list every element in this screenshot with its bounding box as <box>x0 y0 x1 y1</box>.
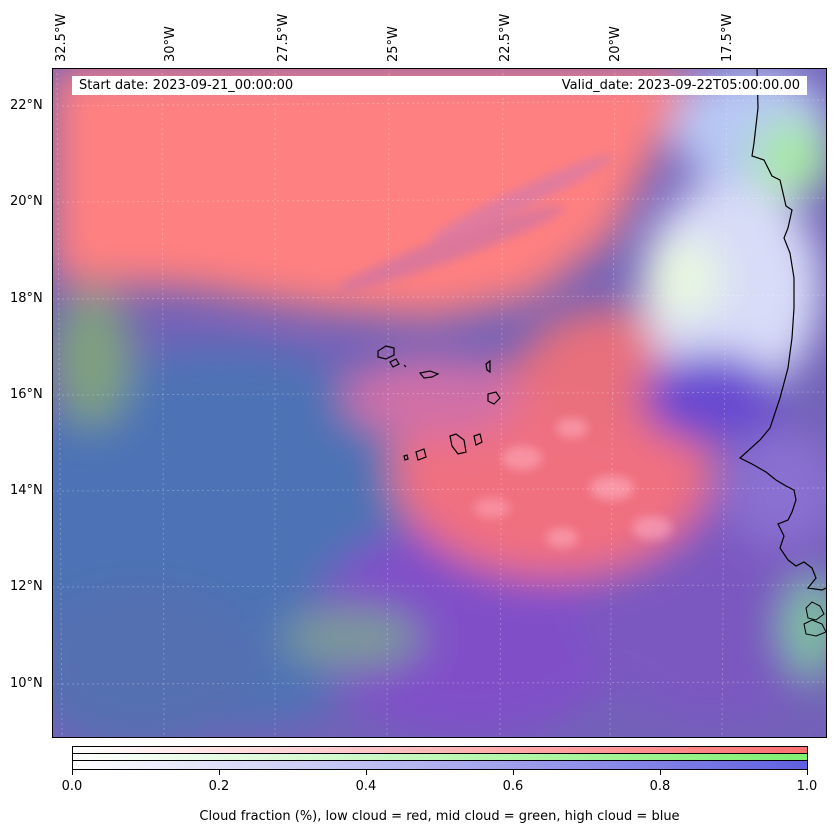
map-canvas <box>52 68 827 738</box>
colorbar-tick <box>366 770 367 775</box>
lon-label-17-5w: 17.5°W <box>720 13 735 62</box>
lat-label-16n: 16°N <box>10 387 43 402</box>
colorbar-tick <box>660 770 661 775</box>
island-santiago <box>449 433 467 455</box>
colorbar-tick <box>72 770 73 775</box>
lon-label-32-5w: 32.5°W <box>54 13 69 62</box>
island-sao-nicolau <box>418 370 440 379</box>
colorbar-label-0-2: 0.2 <box>208 779 230 794</box>
valid-date-label: Valid_date: 2023-09-22T05:00:00.00 <box>561 78 800 93</box>
lat-label-20n: 20°N <box>10 194 43 209</box>
island-santo-antao <box>377 345 395 360</box>
lon-label-22-5w: 22.5°W <box>498 13 513 62</box>
colorbar-low-cloud <box>73 747 807 754</box>
lon-label-25w: 25°W <box>386 26 401 62</box>
high-cloud-region <box>642 178 822 398</box>
graticule <box>52 68 827 738</box>
colorbar-label-1: 1.0 <box>796 779 818 794</box>
lon-label-27-5w: 27.5°W <box>276 13 291 62</box>
lon-label-30w: 30°W <box>163 26 178 62</box>
lat-label-18n: 18°N <box>10 291 43 306</box>
lat-label-14n: 14°N <box>10 483 43 498</box>
colorbar-label-0-8: 0.8 <box>649 779 671 794</box>
colorbar-tick <box>513 770 514 775</box>
low-cloud-region <box>52 68 692 318</box>
lat-label-10n: 10°N <box>10 676 43 691</box>
cape-verde-islands <box>377 345 501 461</box>
colorbar-label-0: 0.0 <box>61 779 83 794</box>
colorbar <box>72 746 808 770</box>
colorbar-tick <box>219 770 220 775</box>
colorbar-label-0-4: 0.4 <box>355 779 377 794</box>
island-sao-vicente <box>389 358 400 368</box>
colorbar-tick <box>807 770 808 775</box>
lat-label-12n: 12°N <box>10 579 43 594</box>
colorbar-label-0-6: 0.6 <box>502 779 524 794</box>
lon-label-20w: 20°W <box>608 26 623 62</box>
colorbar-caption: Cloud fraction (%), low cloud = red, mid… <box>199 809 680 824</box>
island-sal <box>485 359 491 374</box>
island-brava <box>403 454 409 461</box>
colorbar-high-cloud <box>73 761 807 769</box>
colorbar-mid-cloud <box>73 754 807 761</box>
cloud-fraction-map: Start date: 2023-09-21_00:00:00 Valid_da… <box>52 68 827 738</box>
bijagos-islands <box>805 601 825 621</box>
island-maio <box>473 433 483 446</box>
african-coastline <box>738 68 827 591</box>
island-fogo <box>415 448 427 461</box>
island-boa-vista <box>487 391 501 405</box>
date-info-bar: Start date: 2023-09-21_00:00:00 Valid_da… <box>72 76 807 95</box>
start-date-label: Start date: 2023-09-21_00:00:00 <box>79 78 294 93</box>
lat-label-22n: 22°N <box>10 98 43 113</box>
